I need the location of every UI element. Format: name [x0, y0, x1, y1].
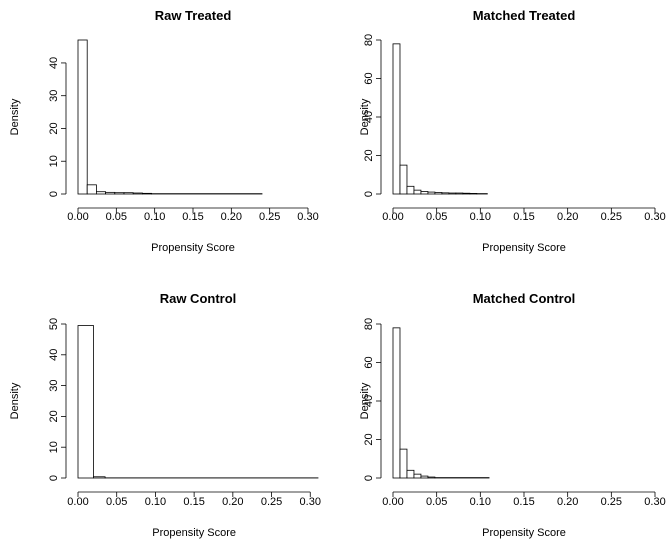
x-tick-label: 0.30 — [297, 211, 318, 223]
histogram-bar — [420, 475, 429, 479]
histogram-bar — [114, 192, 125, 195]
y-tick-label: 80 — [363, 318, 375, 330]
x-tick-label: 0.00 — [382, 211, 403, 223]
histogram-bar — [141, 192, 152, 195]
chart-title: Matched Control — [473, 291, 576, 306]
x-tick-label: 0.15 — [513, 211, 534, 223]
x-axis-label: Propensity Score — [151, 242, 235, 254]
histogram-bar — [132, 192, 143, 195]
histogram-bar — [392, 327, 401, 479]
y-tick-label: 40 — [363, 111, 375, 123]
histogram-bar — [413, 189, 422, 195]
y-tick-label: 80 — [363, 34, 375, 46]
histogram-bar — [86, 184, 97, 195]
y-tick-label: 0 — [48, 191, 60, 197]
histogram-bar — [93, 476, 106, 479]
y-tick-label: 30 — [48, 379, 60, 391]
y-tick-label: 40 — [363, 395, 375, 407]
histogram-bar — [420, 191, 429, 195]
y-tick-label: 20 — [48, 410, 60, 422]
x-axis-label: Propensity Score — [152, 527, 236, 539]
y-tick-label: 0 — [363, 191, 375, 197]
histogram-bar — [441, 192, 450, 195]
x-tick-label: 0.20 — [557, 496, 578, 508]
histogram-bar — [105, 191, 116, 195]
histogram-bar — [399, 448, 408, 479]
x-tick-label: 0.05 — [426, 211, 447, 223]
x-tick-label: 0.10 — [144, 211, 165, 223]
histogram-bar — [96, 191, 107, 195]
y-tick-label: 60 — [363, 72, 375, 84]
x-tick-label: 0.00 — [67, 496, 88, 508]
x-tick-label: 0.10 — [470, 211, 491, 223]
y-tick-label: 20 — [363, 433, 375, 445]
histogram-bar — [406, 469, 415, 479]
y-tick-label: 40 — [48, 57, 60, 69]
x-tick-label: 0.25 — [601, 496, 622, 508]
histogram-bar — [448, 192, 457, 195]
y-tick-label: 30 — [48, 90, 60, 102]
x-axis-label: Propensity Score — [482, 242, 566, 254]
histogram-bar — [413, 473, 422, 479]
x-tick-label: 0.05 — [106, 211, 127, 223]
chart-title: Raw Control — [160, 291, 237, 306]
x-tick-label: 0.05 — [426, 496, 447, 508]
y-axis-label: Density — [9, 382, 21, 419]
x-tick-label: 0.25 — [601, 211, 622, 223]
y-tick-label: 40 — [48, 349, 60, 361]
x-tick-label: 0.10 — [145, 496, 166, 508]
x-tick-label: 0.15 — [182, 211, 203, 223]
histogram-bar — [469, 193, 478, 195]
y-tick-label: 60 — [363, 356, 375, 368]
histogram-bar — [77, 325, 94, 479]
histogram-bar — [427, 476, 436, 479]
y-tick-label: 0 — [48, 475, 60, 481]
x-tick-label: 0.20 — [221, 211, 242, 223]
histogram-bar — [77, 39, 88, 195]
histogram-bar — [455, 192, 464, 195]
x-tick-label: 0.30 — [300, 496, 321, 508]
y-axis-label: Density — [9, 98, 21, 135]
x-tick-label: 0.25 — [259, 211, 280, 223]
histogram-bar — [462, 192, 471, 195]
x-tick-label: 0.20 — [557, 211, 578, 223]
histogram-bar — [434, 192, 443, 195]
y-tick-label: 0 — [363, 475, 375, 481]
x-tick-label: 0.05 — [106, 496, 127, 508]
histogram-bar — [427, 191, 436, 195]
x-tick-label: 0.15 — [183, 496, 204, 508]
y-tick-label: 20 — [363, 149, 375, 161]
histogram-bar — [406, 185, 415, 195]
x-axis-label: Propensity Score — [482, 527, 566, 539]
x-tick-label: 0.00 — [67, 211, 88, 223]
y-axis-label: Density — [359, 382, 371, 419]
x-tick-label: 0.10 — [470, 496, 491, 508]
y-tick-label: 10 — [48, 155, 60, 167]
histogram-bar — [392, 43, 401, 195]
chart-title: Matched Treated — [473, 8, 576, 23]
x-tick-label: 0.20 — [222, 496, 243, 508]
y-tick-label: 10 — [48, 441, 60, 453]
chart-title: Raw Treated — [155, 8, 232, 23]
x-tick-label: 0.30 — [644, 496, 665, 508]
histogram-bar — [399, 164, 408, 195]
histogram-bar — [123, 192, 134, 195]
x-tick-label: 0.25 — [261, 496, 282, 508]
y-tick-label: 20 — [48, 122, 60, 134]
y-tick-label: 50 — [48, 318, 60, 330]
y-axis-label: Density — [359, 98, 371, 135]
x-tick-label: 0.15 — [513, 496, 534, 508]
x-tick-label: 0.00 — [382, 496, 403, 508]
x-tick-label: 0.30 — [644, 211, 665, 223]
